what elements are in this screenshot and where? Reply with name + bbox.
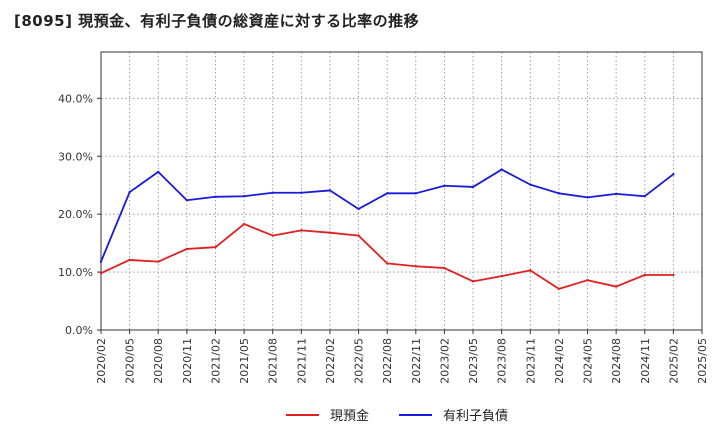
x-tick-label: 2024/11 — [639, 338, 652, 384]
data-point — [328, 189, 332, 192]
chart-title: [8095] 現預金、有利子負債の総資産に対する比率の推移 — [14, 12, 420, 30]
data-point — [586, 196, 589, 199]
data-point — [443, 266, 446, 270]
x-tick-label: 2021/05 — [238, 338, 251, 384]
data-point — [242, 195, 246, 198]
data-point — [99, 260, 103, 263]
data-point — [614, 192, 618, 196]
x-tick-label: 2022/02 — [324, 338, 337, 384]
x-tick-label: 2025/02 — [667, 338, 680, 384]
data-point — [271, 234, 274, 237]
data-point — [557, 287, 561, 291]
legend-label: 有利子負債 — [443, 409, 508, 424]
x-tick-label: 2020/02 — [95, 338, 108, 384]
x-tick-label: 2023/11 — [524, 338, 537, 384]
data-point — [357, 207, 360, 211]
y-tick-label: 10.0% — [58, 266, 93, 279]
data-point — [128, 190, 131, 194]
x-tick-label: 2024/05 — [582, 338, 595, 384]
x-tick-label: 2024/02 — [553, 338, 566, 384]
data-point — [214, 245, 217, 249]
x-tick-label: 2020/08 — [152, 338, 165, 384]
data-point — [385, 262, 389, 265]
data-point — [385, 192, 389, 195]
x-tick-label: 2023/02 — [438, 338, 451, 384]
series-現預金 — [99, 222, 675, 291]
series-有利子負債 — [99, 168, 675, 263]
y-tick-label: 30.0% — [58, 150, 93, 163]
data-point — [529, 269, 532, 272]
data-point — [99, 272, 103, 275]
data-point — [157, 170, 160, 174]
series-lines — [99, 168, 675, 291]
data-point — [643, 195, 646, 198]
x-tick-label: 2023/08 — [496, 338, 509, 384]
data-point — [414, 192, 418, 195]
data-point — [157, 260, 160, 263]
data-point — [271, 191, 274, 194]
data-point — [357, 234, 360, 237]
data-point — [614, 285, 618, 288]
data-point — [300, 229, 303, 232]
y-tick-label: 40.0% — [58, 92, 93, 105]
grid-lines — [100, 52, 703, 331]
data-point — [414, 265, 418, 268]
x-tick-label: 2021/11 — [295, 338, 308, 384]
data-point — [443, 184, 446, 187]
data-point — [586, 278, 589, 282]
data-point — [557, 192, 561, 195]
legend: 現預金 有利子負債 — [286, 408, 508, 424]
x-tick-label: 2022/11 — [410, 338, 423, 384]
data-point — [300, 191, 303, 194]
data-point — [500, 168, 503, 171]
data-point — [672, 173, 675, 176]
x-tick-label: 2021/02 — [209, 338, 222, 384]
x-tick-label: 2022/08 — [381, 338, 394, 384]
x-axis: 2020/02 2020/05 2020/08 2020/11 2021/02 2021/… — [95, 330, 709, 384]
y-tick-label: 20.0% — [58, 208, 93, 221]
x-tick-label: 2021/08 — [267, 338, 280, 384]
data-point — [242, 222, 246, 226]
x-tick-label: 2020/11 — [181, 338, 194, 384]
x-tick-label: 2020/05 — [124, 338, 137, 384]
data-point — [328, 231, 332, 234]
legend-label: 現預金 — [330, 408, 369, 424]
y-tick-label: 0.0% — [65, 324, 93, 337]
plot-area — [100, 51, 703, 331]
x-tick-label: 2025/05 — [696, 338, 709, 384]
data-point — [529, 183, 532, 186]
data-point — [643, 273, 646, 277]
data-point — [185, 247, 189, 251]
x-tick-label: 2024/08 — [610, 338, 623, 384]
data-point — [128, 258, 131, 262]
data-point — [185, 199, 189, 202]
data-point — [500, 274, 503, 278]
data-point — [672, 273, 675, 277]
y-axis: 0.0% 10.0% 20.0% 30.0% 40.0% — [58, 92, 101, 337]
data-point — [214, 195, 217, 198]
x-tick-label: 2023/05 — [467, 338, 480, 384]
data-point — [471, 185, 475, 189]
x-tick-label: 2022/05 — [353, 338, 366, 384]
data-point — [471, 280, 475, 283]
